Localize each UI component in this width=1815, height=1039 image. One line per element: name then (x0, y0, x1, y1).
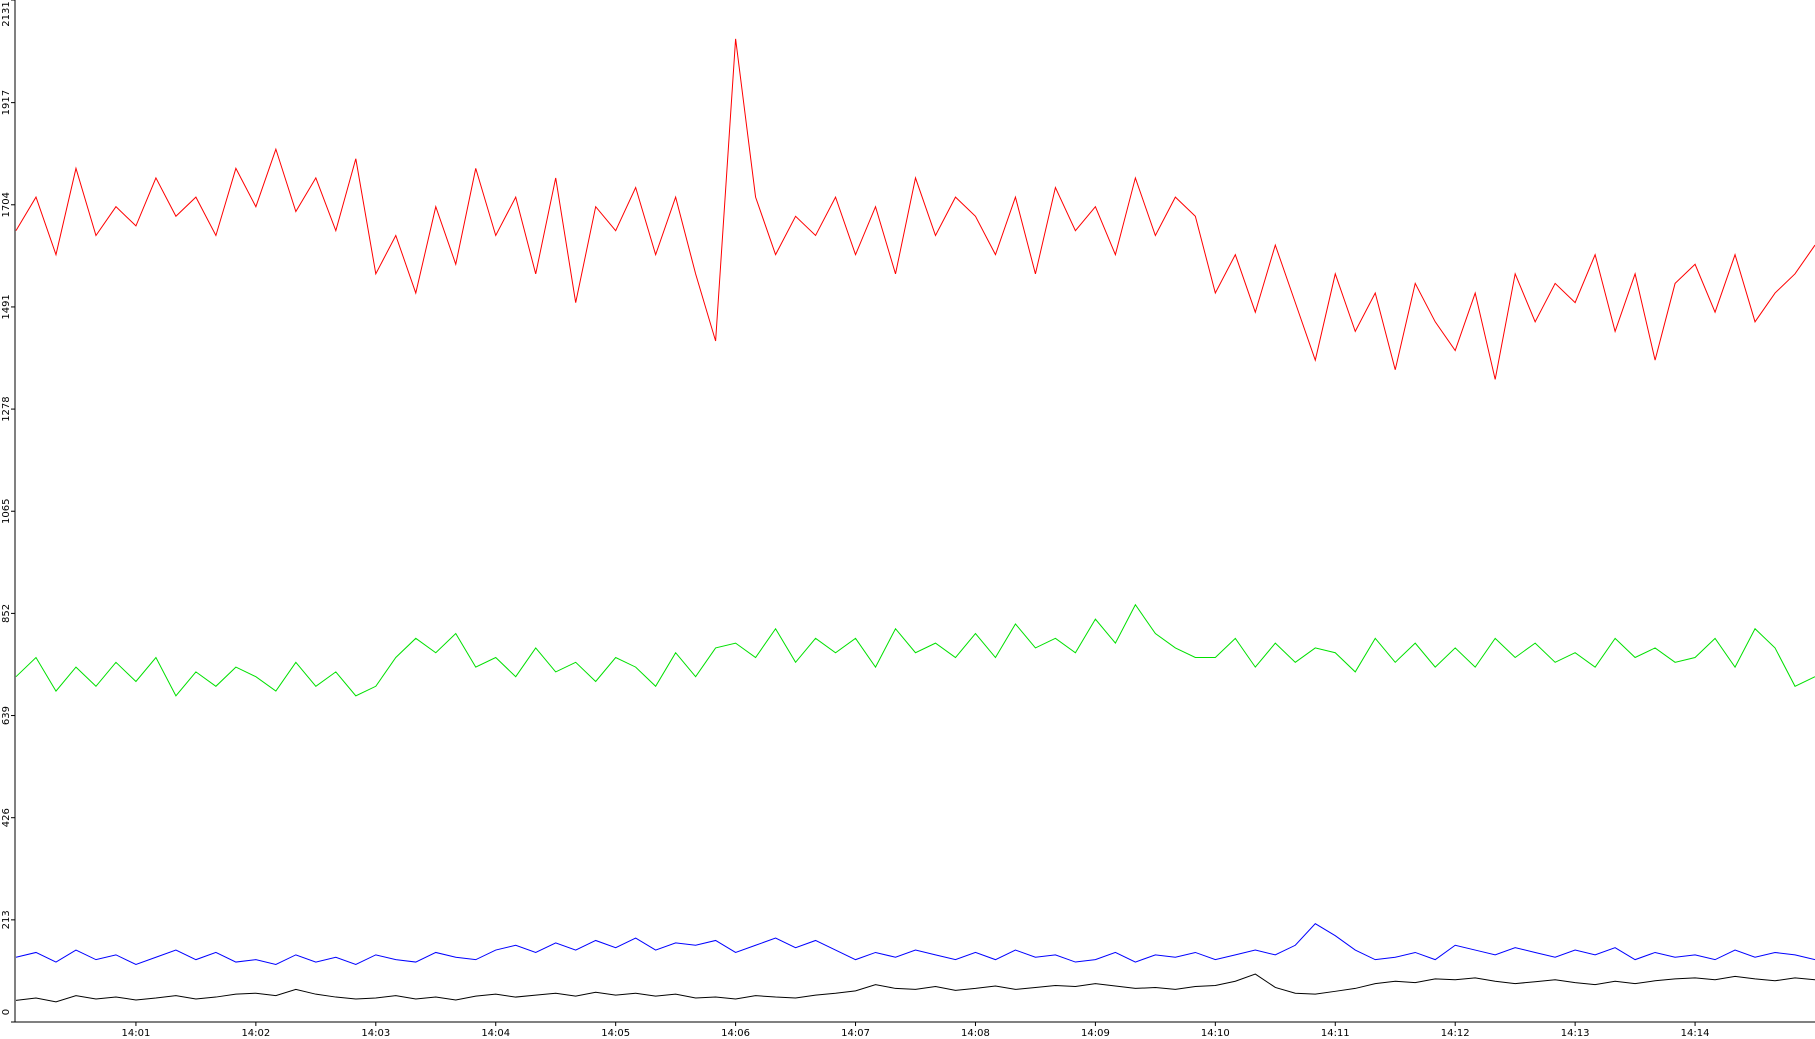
x-tick-label: 14:14 (1681, 1028, 1710, 1039)
x-tick-label: 14:05 (601, 1028, 630, 1039)
x-tick-label: 14:08 (961, 1028, 990, 1039)
x-tick-label: 14:07 (841, 1028, 870, 1039)
y-tick-label: 1491 (1, 294, 12, 319)
y-tick-label: 0 (1, 1009, 12, 1015)
y-tick-label: 852 (1, 604, 12, 623)
x-tick-label: 14:13 (1561, 1028, 1590, 1039)
x-tick-label: 14:04 (481, 1028, 510, 1039)
x-tick-label: 14:09 (1081, 1028, 1110, 1039)
series-line (15, 973, 1815, 1003)
y-tick-label: 213 (1, 910, 12, 929)
y-tick-label: 1917 (1, 90, 12, 115)
y-tick-label: 1704 (1, 192, 12, 217)
series-line (15, 923, 1815, 965)
y-tick-label: 2131 (1, 1, 12, 26)
y-tick-label: 1278 (1, 396, 12, 421)
x-tick-label: 14:02 (241, 1028, 270, 1039)
y-tick-label: 639 (1, 706, 12, 725)
x-tick-label: 14:01 (122, 1028, 151, 1039)
series-line (15, 38, 1815, 380)
series-line (15, 603, 1815, 697)
x-tick-label: 14:11 (1321, 1028, 1350, 1039)
x-tick-label: 14:10 (1201, 1028, 1230, 1039)
x-tick-label: 14:06 (721, 1028, 750, 1039)
x-tick-label: 14:12 (1441, 1028, 1470, 1039)
y-tick-label: 426 (1, 808, 12, 827)
x-tick-label: 14:03 (361, 1028, 390, 1039)
y-tick-label: 1065 (1, 499, 12, 524)
